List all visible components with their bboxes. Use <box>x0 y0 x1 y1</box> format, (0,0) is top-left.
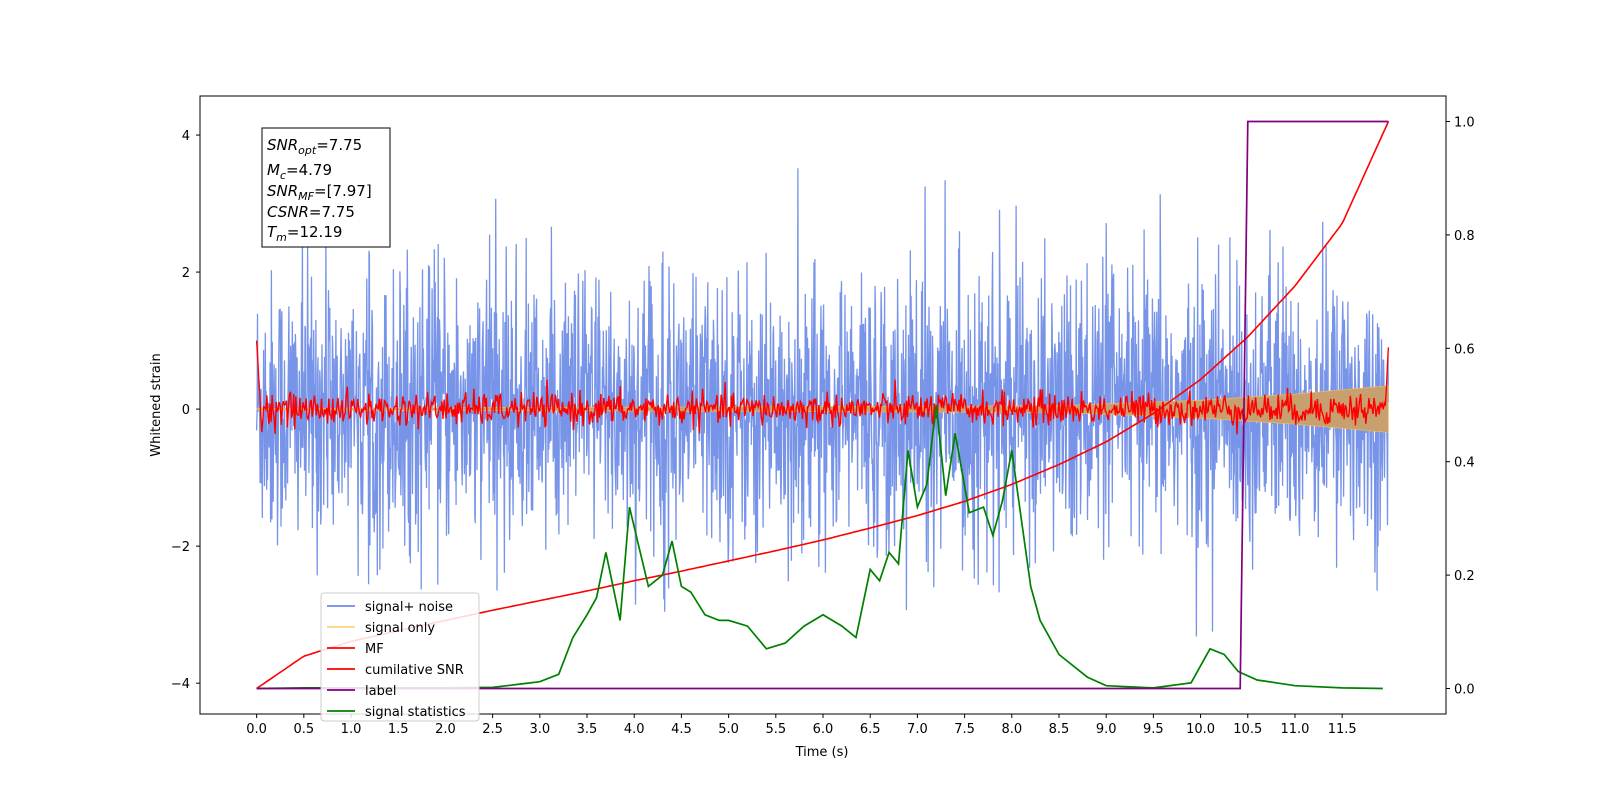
y-right-tick-label: 1.0 <box>1454 116 1475 131</box>
x-tick-label: 6.0 <box>813 722 834 737</box>
x-tick-label: 10.5 <box>1233 722 1262 737</box>
legend-label: signal statistics <box>365 705 466 720</box>
x-tick-label: 11.0 <box>1280 722 1309 737</box>
y-left-tick-label: −4 <box>171 677 190 692</box>
y-right-tick-label: 0.0 <box>1454 682 1475 697</box>
x-tick-label: 9.0 <box>1096 722 1117 737</box>
y-axis-label: Whitened strain <box>149 353 164 456</box>
x-tick-label: 11.5 <box>1328 722 1357 737</box>
x-tick-label: 7.0 <box>907 722 928 737</box>
x-axis: 0.0 0.5 1.0 1.5 2.0 2.5 3.0 3.5 4.0 4.5 5.0 5.5 6.0 6… <box>246 714 1357 737</box>
x-axis-label: Time (s) <box>795 745 849 760</box>
y-left-tick-label: 2 <box>182 266 190 281</box>
x-tick-label: 10.0 <box>1186 722 1215 737</box>
x-tick-label: 4.5 <box>671 722 692 737</box>
annotation-line: SNRMF=[7.97] <box>267 182 372 203</box>
y-left-tick-label: 4 <box>182 129 190 144</box>
legend-label: MF <box>365 642 384 657</box>
series-signal-noise <box>255 168 1390 637</box>
y-axis-right: 1.0 0.8 0.6 0.4 0.2 0.0 <box>1446 116 1475 697</box>
y-left-tick-label: −2 <box>171 540 190 555</box>
x-tick-label: 2.5 <box>482 722 503 737</box>
x-tick-label: 1.0 <box>341 722 362 737</box>
y-right-tick-label: 0.6 <box>1454 342 1475 357</box>
legend: signal+ noise signal only MF cumilative SNR… <box>320 592 480 722</box>
series-label <box>256 120 1389 690</box>
x-tick-label: 9.5 <box>1143 722 1164 737</box>
series-signal-statistics <box>256 404 1383 690</box>
y-axis-left: 4 2 0 −2 −4 <box>171 129 200 692</box>
annotation-line: CSNR=7.75 <box>267 203 355 221</box>
y-right-tick-label: 0.8 <box>1454 229 1475 244</box>
x-tick-label: 1.5 <box>388 722 409 737</box>
legend-label: signal+ noise <box>365 600 453 615</box>
x-tick-label: 0.0 <box>246 722 267 737</box>
x-tick-label: 8.0 <box>1001 722 1022 737</box>
series-mf <box>255 340 1390 435</box>
annotation-line: Mc=4.79 <box>267 161 332 182</box>
x-tick-label: 5.0 <box>718 722 739 737</box>
y-left-tick-label: 0 <box>182 403 190 418</box>
x-tick-label: 6.5 <box>860 722 881 737</box>
x-tick-label: 3.0 <box>529 722 550 737</box>
x-tick-label: 8.5 <box>1049 722 1070 737</box>
annotation-line: SNRopt=7.75 <box>267 136 362 157</box>
annotation-line: Tm=12.19 <box>267 223 342 244</box>
x-tick-label: 0.5 <box>293 722 314 737</box>
y-right-tick-label: 0.4 <box>1454 456 1475 471</box>
x-tick-label: 7.5 <box>954 722 975 737</box>
plot-area <box>255 120 1390 690</box>
x-tick-label: 2.0 <box>435 722 456 737</box>
legend-label: cumilative SNR <box>365 663 464 678</box>
x-tick-label: 3.5 <box>577 722 598 737</box>
legend-label: signal only <box>365 621 435 636</box>
legend-label: label <box>365 684 396 699</box>
x-tick-label: 5.5 <box>765 722 786 737</box>
y-right-tick-label: 0.2 <box>1454 569 1475 584</box>
x-tick-label: 4.0 <box>624 722 645 737</box>
